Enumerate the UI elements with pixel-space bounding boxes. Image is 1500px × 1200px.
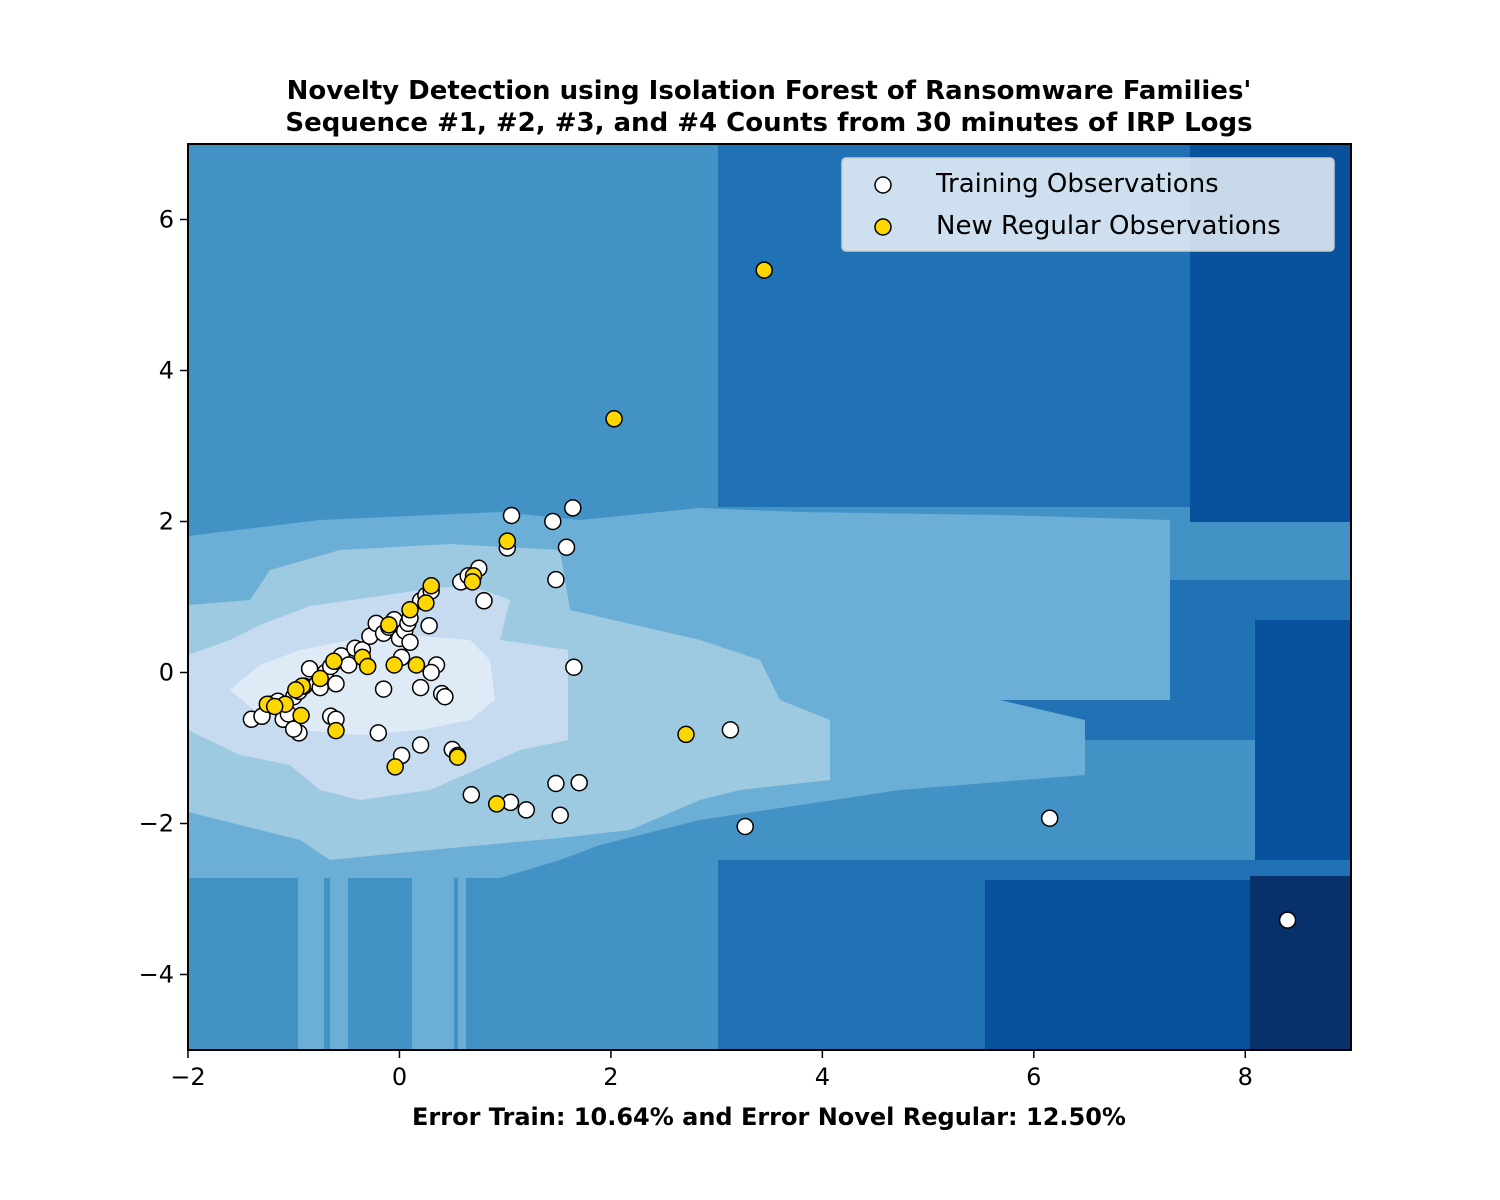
new-regular-point-22 <box>327 721 345 740</box>
new-regular-point-23 <box>386 758 404 776</box>
training-point-48 <box>547 774 565 793</box>
new-regular-point-8 <box>401 601 419 619</box>
x-tick-label-3: 4 <box>815 1063 830 1091</box>
training-point-67 <box>721 721 740 739</box>
y-tick-label-3: 2 <box>159 508 174 536</box>
new-regular-point-14 <box>325 652 343 670</box>
new-regular-point-11 <box>358 657 377 676</box>
legend-label-new-regular: New Regular Observations <box>936 211 1281 241</box>
contour-stripe-1 <box>298 870 324 1050</box>
training-point-60 <box>547 570 565 589</box>
scatter-points <box>242 261 1297 929</box>
training-point-57 <box>544 512 562 531</box>
new-regular-point-9 <box>380 616 398 634</box>
new-regular-point-15 <box>311 669 329 688</box>
plot-frame <box>187 143 1352 1051</box>
legend-marker-training <box>874 176 892 194</box>
training-point-47 <box>517 801 536 819</box>
y-tick-label-5: 6 <box>159 206 174 234</box>
training-point-58 <box>557 538 576 556</box>
training-point-42 <box>411 736 430 754</box>
training-point-40 <box>369 724 388 742</box>
training-point-28 <box>401 633 419 652</box>
new-regular-point-21 <box>292 706 310 725</box>
y-tick-label-1: −2 <box>139 810 174 838</box>
new-regular-point-7 <box>417 594 435 612</box>
new-regular-point-12 <box>385 656 403 674</box>
contour-stripe-2 <box>330 870 348 1050</box>
x-tick-label-5: 8 <box>1238 1063 1253 1091</box>
new-regular-point-17 <box>287 681 305 699</box>
contour-stripe-3 <box>412 870 454 1050</box>
legend-box <box>841 157 1335 252</box>
new-regular-point-25 <box>487 795 506 813</box>
new-regular-point-3 <box>498 532 517 550</box>
new-regular-point-6 <box>422 576 440 595</box>
training-point-56 <box>502 506 521 525</box>
y-axis: −4 −2 0 2 4 6 <box>139 206 188 989</box>
y-tick-label-2: 0 <box>159 659 174 687</box>
legend-marker-new-regular <box>874 218 892 236</box>
training-point-69 <box>1040 809 1059 827</box>
training-point-61 <box>565 658 583 676</box>
training-point-32 <box>420 616 438 635</box>
training-point-66 <box>284 720 303 738</box>
x-tick-label-2: 2 <box>603 1063 618 1091</box>
legend: Training Observations New Regular Observ… <box>841 157 1335 252</box>
x-axis: −2 0 2 4 6 8 <box>170 1050 1253 1091</box>
new-regular-point-20 <box>265 697 284 716</box>
x-tick-label-0: −2 <box>170 1063 205 1091</box>
new-regular-point-24 <box>448 748 467 766</box>
training-point-35 <box>436 687 454 706</box>
legend-label-training: Training Observations <box>935 169 1219 199</box>
chart-title-line-1: Novelty Detection using Isolation Forest… <box>287 76 1252 106</box>
x-axis-label: Error Train: 10.64% and Error Novel Regu… <box>412 1103 1126 1131</box>
training-point-39 <box>374 680 393 698</box>
training-point-68 <box>736 817 754 836</box>
new-regular-point-5 <box>463 573 482 591</box>
training-point-70 <box>1278 911 1297 929</box>
chart-title-line-2: Sequence #1, #2, #3, and #4 Counts from … <box>285 108 1252 138</box>
contour-stripe-4 <box>458 870 466 1050</box>
new-regular-point-13 <box>407 656 426 674</box>
x-tick-label-4: 6 <box>1026 1063 1041 1091</box>
training-point-49 <box>551 806 569 824</box>
contour-background <box>188 144 1351 1050</box>
training-point-51 <box>475 592 493 610</box>
new-regular-point-0 <box>755 261 773 279</box>
training-point-59 <box>564 499 582 517</box>
new-regular-point-1 <box>605 410 623 428</box>
training-point-64 <box>327 675 345 693</box>
training-point-36 <box>411 678 430 697</box>
contour-region-corner <box>1250 876 1351 1050</box>
training-point-45 <box>462 786 481 804</box>
y-tick-label-4: 4 <box>159 357 174 385</box>
training-point-50 <box>570 773 588 792</box>
training-point-37 <box>422 663 440 682</box>
y-tick-label-0: −4 <box>139 961 174 989</box>
contour-region-right-strip <box>1255 620 1351 890</box>
new-regular-point-2 <box>677 725 695 744</box>
x-tick-label-1: 0 <box>392 1063 407 1091</box>
